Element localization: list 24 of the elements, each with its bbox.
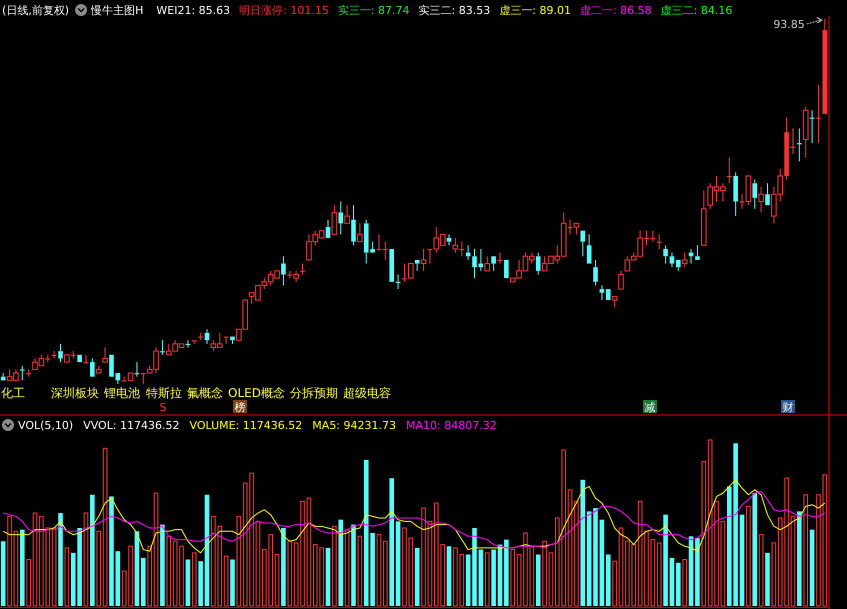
text: S	[160, 401, 167, 414]
text: 实三二: 83.53	[418, 4, 490, 17]
text: 实三一: 87.74	[338, 4, 410, 17]
text: 虚三一: 89.01	[499, 4, 571, 17]
text: 特斯拉	[146, 386, 182, 400]
text: 明日涨停: 101.15	[239, 4, 329, 17]
annotation: 93.85	[773, 18, 805, 31]
chart-subtitle: 慢牛主图H	[90, 4, 144, 17]
text: 超级电容	[342, 386, 391, 400]
chart-title: (日线,前复权)	[2, 4, 70, 17]
text: 虚二一: 86.58	[580, 4, 652, 17]
text: 锂电池	[103, 386, 140, 400]
chart-title: VOL(5,10)	[18, 419, 74, 432]
text: VOLUME: 117436.52	[190, 419, 302, 432]
text: 虚三二: 84.16	[660, 4, 732, 17]
text: VVOL: 117436.52	[83, 419, 180, 432]
text: OLED概念	[228, 386, 285, 400]
text: 化工	[1, 386, 25, 400]
text: 氟概念	[187, 386, 223, 400]
text: 深圳板块	[51, 386, 99, 400]
text: 分拆预期	[290, 386, 338, 400]
text: MA10: 84807.32	[406, 419, 497, 432]
text: MA5: 94231.73	[312, 419, 396, 432]
text: WEI21: 85.63	[156, 4, 230, 17]
